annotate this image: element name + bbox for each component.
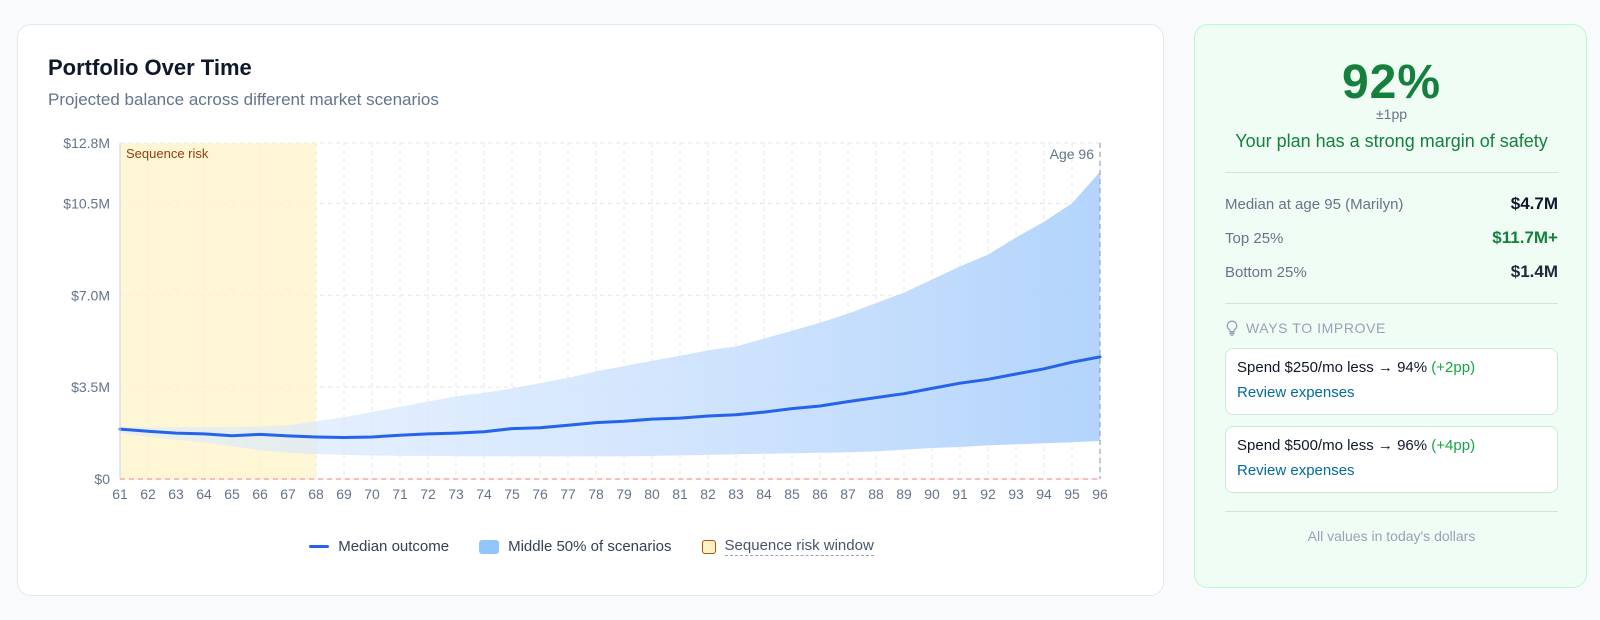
median-line-swatch [309,545,330,548]
stat-label: Bottom 25% [1225,263,1307,281]
tip-text: Spend $250/mo less → 94% (+2pp) [1237,359,1546,376]
x-tick-label: 87 [840,486,856,502]
stat-top-25: Top 25% $11.7M+ [1225,228,1558,248]
x-tick-label: 61 [112,486,128,502]
x-tick-label: 77 [560,486,576,502]
x-tick-label: 71 [392,486,408,502]
chart-title: Portfolio Over Time [48,55,252,80]
x-tick-label: 66 [252,486,268,502]
x-tick-label: 72 [420,486,436,502]
x-tick-label: 65 [224,486,240,502]
x-tick-label: 81 [672,486,688,502]
legend-risk-label[interactable]: Sequence risk window [724,537,874,556]
stat-value: $1.4M [1510,262,1558,281]
tip-gain: (+4pp) [1431,437,1476,454]
sequence-risk-zone-layer [120,143,316,479]
tip-description: Spend $250/mo less → 94% [1237,359,1432,376]
stat-label: Median at age 95 (Marilyn) [1225,195,1404,213]
tip-description: Spend $500/mo less → 96% [1237,437,1432,454]
x-tick-label: 92 [980,486,996,502]
x-tick-label: 70 [364,486,380,502]
improve-heading-text: WAYS TO IMPROVE [1246,320,1386,336]
tip-text: Spend $500/mo less → 96% (+4pp) [1237,437,1546,454]
review-expenses-link[interactable]: Review expenses [1237,462,1355,479]
x-tick-label: 74 [476,486,492,502]
divider [1225,303,1558,304]
sequence-risk-zone [120,143,316,479]
review-expenses-link[interactable]: Review expenses [1237,384,1355,401]
x-tick-label: 80 [644,486,660,502]
x-tick-label: 63 [168,486,184,502]
median-line [118,355,1102,439]
plan-summary-card: 92% ±1pp Your plan has a strong margin o… [1194,24,1587,588]
legend-item-median: Median outcome [309,537,449,556]
x-tick-label: 83 [728,486,744,502]
median-layer [118,355,1102,439]
stat-median-95: Median at age 95 (Marilyn) $4.7M [1225,194,1558,214]
x-tick-label: 67 [280,486,296,502]
stat-bottom-25: Bottom 25% $1.4M [1225,262,1558,282]
x-tick-label: 82 [700,486,716,502]
middle-50-band [120,171,1100,457]
stat-value: $11.7M+ [1492,228,1558,247]
sequence-risk-label: Sequence risk [126,146,209,161]
age-96-marker-label: Age 96 [1050,146,1095,162]
improve-tip: Spend $500/mo less → 96% (+4pp) Review e… [1225,426,1558,493]
y-tick-label: $3.5M [71,379,110,395]
chart-annotations: Sequence risk Age 96 [126,146,1094,162]
improve-heading: WAYS TO IMPROVE [1225,320,1386,336]
x-tick-label: 96 [1092,486,1108,502]
x-tick-label: 69 [336,486,352,502]
x-tick-label: 85 [784,486,800,502]
x-tick-label: 86 [812,486,828,502]
x-tick-label: 76 [532,486,548,502]
legend-item-risk[interactable]: Sequence risk window [701,537,874,556]
x-tick-label: 79 [616,486,632,502]
legend-band-label: Middle 50% of scenarios [508,538,672,555]
risk-swatch [701,539,716,554]
portfolio-chart: $0 $3.5M $7.0M $10.5M $12.8M 61 62 63 64 65 66 67 68… [63,135,1108,502]
y-tick-label: $7.0M [71,287,110,303]
band-layer [120,171,1100,457]
stat-label: Top 25% [1225,229,1284,247]
chart-subtitle: Projected balance across different marke… [48,90,439,109]
x-tick-label: 64 [196,486,212,502]
y-tick-label: $10.5M [63,195,110,211]
x-tick-label: 91 [952,486,968,502]
x-tick-label: 93 [1008,486,1024,502]
legend-item-band: Middle 50% of scenarios [479,537,672,556]
x-tick-label: 62 [140,486,156,502]
x-tick-label: 88 [868,486,884,502]
stat-value: $4.7M [1510,194,1558,213]
portfolio-chart-card: $0 $3.5M $7.0M $10.5M $12.8M 61 62 63 64 65 66 67 68… [17,24,1164,596]
x-tick-label: 95 [1064,486,1080,502]
x-tick-label: 84 [756,486,772,502]
divider [1225,172,1558,173]
divider [1225,511,1558,512]
y-tick-label: $0 [94,471,110,487]
x-tick-label: 89 [896,486,912,502]
x-tick-label: 75 [504,486,520,502]
x-tick-label: 68 [308,486,324,502]
lightbulb-icon [1226,320,1238,336]
tip-gain: (+2pp) [1431,359,1476,376]
x-tick-label: 73 [448,486,464,502]
margin-of-error: ±1pp [1375,106,1408,122]
legend-median-label: Median outcome [338,538,450,555]
chart-legend: Median outcome Middle 50% of scenarios S… [18,537,1165,556]
plan-verdict: Your plan has a strong margin of safety [1235,131,1548,151]
x-tick-label: 78 [588,486,604,502]
x-tick-label: 90 [924,486,940,502]
dollars-footnote: All values in today's dollars [1307,528,1476,544]
success-rate: 92% [1341,56,1442,109]
band-swatch [479,539,500,554]
axes-layer: $0 $3.5M $7.0M $10.5M $12.8M 61 62 63 64 65 66 67 68… [63,135,1108,502]
improve-tip: Spend $250/mo less → 94% (+2pp) Review e… [1225,348,1558,415]
x-tick-label: 94 [1036,486,1052,502]
y-tick-label: $12.8M [63,135,110,151]
